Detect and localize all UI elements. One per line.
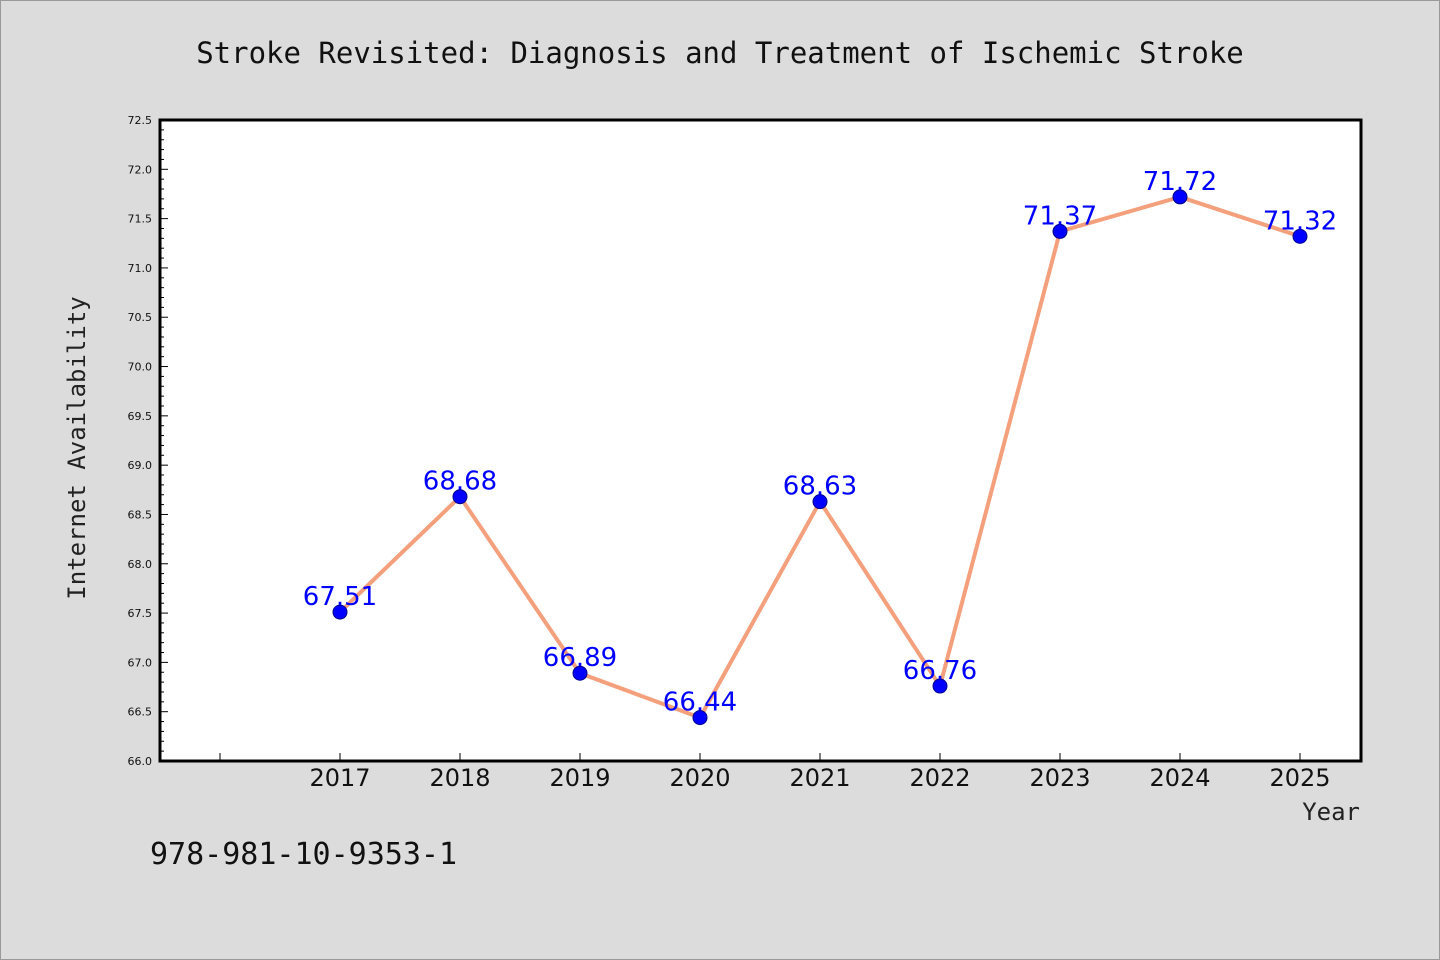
x-tick-label: 2019 — [549, 764, 610, 792]
y-tick-label: 71.0 — [128, 262, 153, 275]
data-point — [332, 604, 348, 620]
data-point — [812, 494, 828, 510]
data-label: 66.89 — [543, 643, 617, 673]
y-tick-label: 71.5 — [128, 213, 153, 226]
data-point — [1292, 228, 1308, 244]
y-tick-label: 70.0 — [128, 361, 153, 374]
y-axis-label: Internet Availability — [63, 296, 91, 599]
x-tick-label: 2023 — [1029, 764, 1090, 792]
x-tick-label: 2021 — [789, 764, 850, 792]
series-line: 67.51 68.68 66.89 66.44 68.63 66.76 71.37 71.72… — [303, 167, 1337, 726]
plot-area — [160, 120, 1361, 761]
y-tick-label: 69.5 — [128, 410, 153, 423]
x-axis-label: Year — [1302, 798, 1360, 826]
data-label: 68.63 — [783, 472, 857, 502]
x-axis-ticks: 2017 2018 2019 2020 2021 2022 2023 2024 2025 — [219, 753, 1331, 792]
data-point — [932, 678, 948, 694]
y-tick-label: 66.5 — [128, 706, 153, 719]
x-tick-label: 2025 — [1269, 764, 1330, 792]
y-tick-label: 72.0 — [128, 163, 153, 176]
data-label: 71.37 — [1023, 201, 1097, 231]
y-tick-label: 67.5 — [128, 607, 153, 620]
x-tick-label: 2024 — [1149, 764, 1210, 792]
isbn-text: 978-981-10-9353-1 — [150, 837, 457, 872]
x-tick-label: 2017 — [309, 764, 370, 792]
plot-border — [158, 118, 1363, 763]
data-label: 66.44 — [663, 688, 737, 718]
data-point — [1052, 223, 1068, 239]
y-tick-label: 72.5 — [128, 114, 153, 127]
y-tick-label: 69.0 — [128, 459, 153, 472]
data-point — [572, 665, 588, 681]
x-tick-label: 2018 — [429, 764, 490, 792]
data-label: 66.76 — [903, 656, 977, 686]
data-label: 67.51 — [303, 582, 377, 612]
data-point — [1172, 189, 1188, 205]
data-point — [452, 489, 468, 505]
data-label: 71.72 — [1143, 167, 1217, 197]
y-tick-label: 68.0 — [128, 558, 153, 571]
data-label: 71.32 — [1263, 206, 1337, 236]
data-point — [692, 710, 708, 726]
y-tick-label: 67.0 — [128, 656, 153, 669]
x-tick-label: 2020 — [669, 764, 730, 792]
x-tick-label: 2022 — [909, 764, 970, 792]
chart-title: Stroke Revisited: Diagnosis and Treatmen… — [196, 36, 1244, 70]
y-tick-label: 68.5 — [128, 508, 153, 521]
y-tick-label: 66.0 — [128, 755, 153, 768]
y-tick-label: 70.5 — [128, 311, 153, 324]
data-label: 68.68 — [423, 467, 497, 497]
